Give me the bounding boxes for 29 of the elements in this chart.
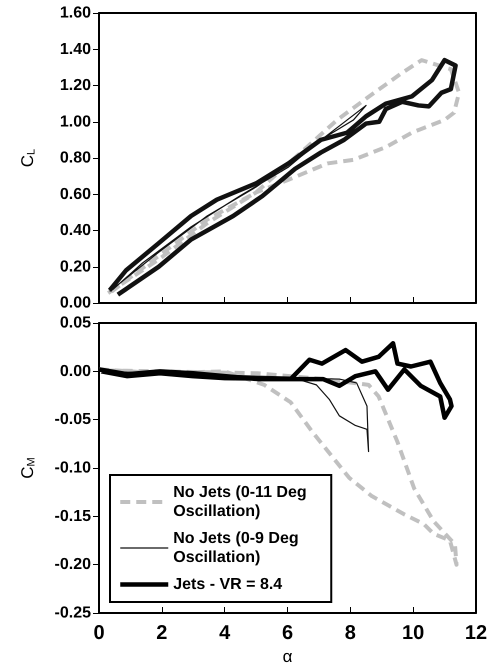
x-tick-label: 10 [402,622,424,644]
x-tick-label: 0 [93,622,105,644]
legend-label: Jets - VR = 8.4 [173,576,282,593]
y-tick-label: -0.10 [54,460,92,476]
y-tick-label: -0.20 [54,556,92,574]
y-axis-title: CL [18,148,38,168]
y-tick-label: 0.60 [60,186,92,203]
legend-label: No Jets (0-11 Deg Oscillation) [173,484,312,520]
x-tick-label: 4 [219,622,232,644]
x-tick-label: 12 [464,622,488,644]
y-tick-label: 0.80 [60,150,92,166]
y-tick-label: 1.00 [60,113,92,130]
y-tick-label: 0.05 [60,314,92,332]
x-axis-title: α [282,646,293,666]
y-tick-label: 0.40 [60,222,92,239]
y-tick-label: 1.60 [60,4,92,22]
y-tick-label: -0.25 [54,604,92,622]
legend-label: No Jets (0-9 Deg Oscillation) [173,530,304,566]
y-tick-label: 0.20 [60,258,92,276]
y-tick-label: 0.00 [60,362,92,380]
y-tick-label: 1.20 [60,77,92,94]
y-tick-label: -0.05 [54,411,92,428]
x-tick-label: 2 [156,622,168,644]
y-axis-title: CM [18,457,38,479]
y-tick-label: 1.40 [60,40,92,58]
x-tick-label: 8 [344,622,356,644]
x-tick-label: 6 [282,622,294,644]
y-tick-label: 0.00 [60,294,92,312]
y-tick-label: -0.15 [54,508,92,525]
